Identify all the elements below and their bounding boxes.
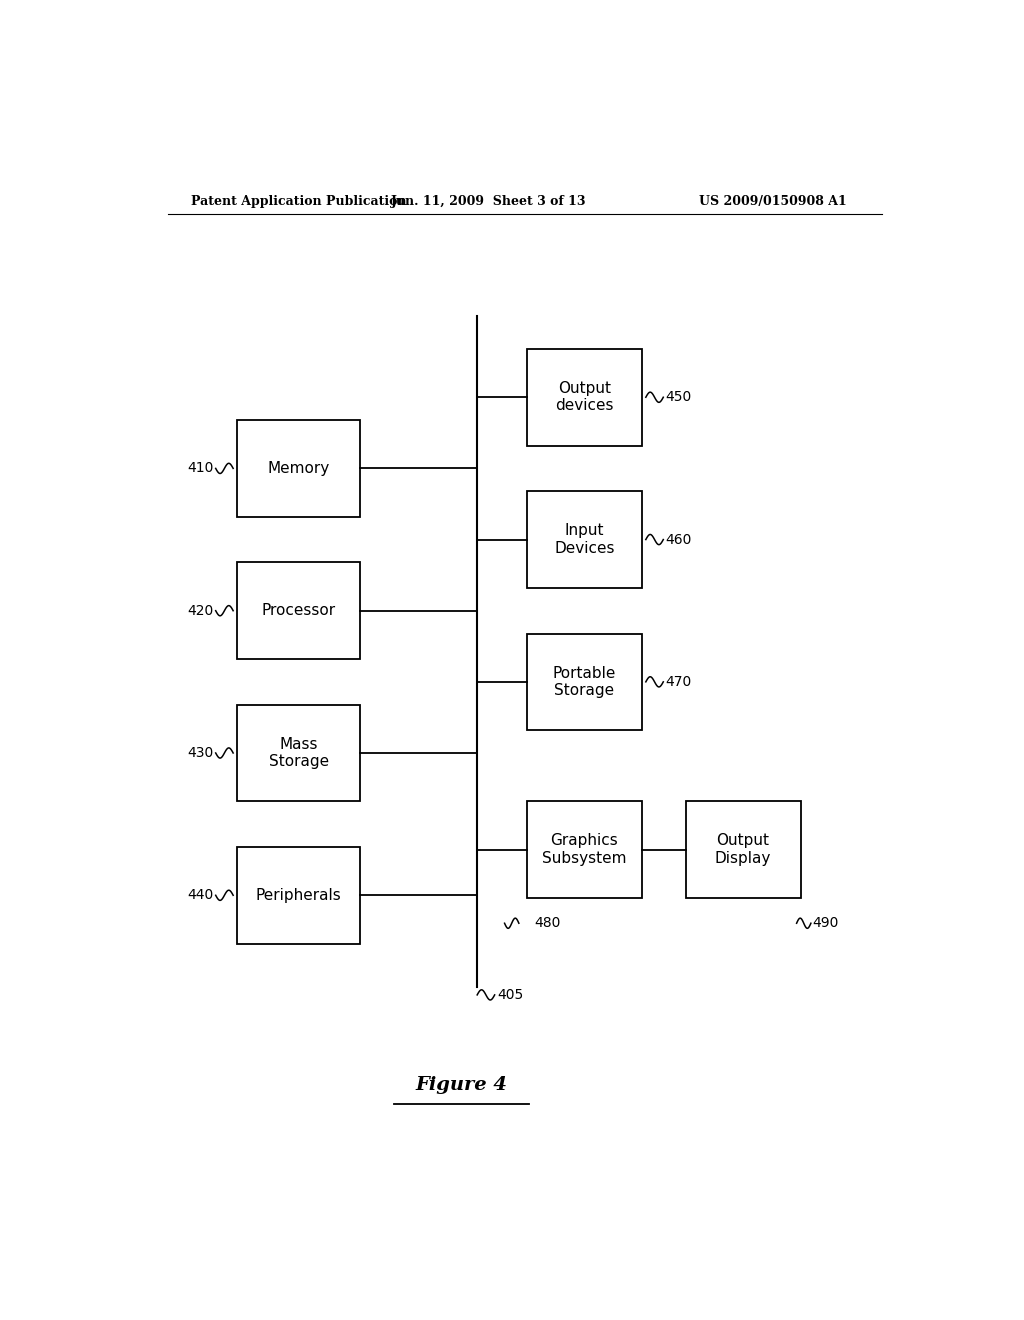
Bar (526, 634, 642, 730)
Text: Input
Devices: Input Devices (554, 523, 614, 556)
Text: Patent Application Publication: Patent Application Publication (191, 194, 407, 207)
Text: 460: 460 (666, 532, 692, 546)
Bar (526, 801, 642, 898)
Text: 420: 420 (187, 603, 213, 618)
Bar (238, 705, 360, 801)
Text: Figure 4: Figure 4 (416, 1076, 507, 1094)
Bar (238, 562, 360, 659)
Text: Portable
Storage: Portable Storage (553, 665, 616, 698)
Text: 450: 450 (666, 391, 692, 404)
Text: Graphics
Subsystem: Graphics Subsystem (542, 833, 627, 866)
Text: 410: 410 (187, 462, 213, 475)
Bar (526, 348, 642, 446)
Text: US 2009/0150908 A1: US 2009/0150908 A1 (699, 194, 847, 207)
Text: 470: 470 (666, 675, 692, 689)
Text: Memory: Memory (267, 461, 330, 477)
Text: 440: 440 (187, 888, 213, 903)
Text: 490: 490 (812, 916, 839, 931)
Bar (238, 847, 360, 944)
Text: 430: 430 (187, 746, 213, 760)
Text: 405: 405 (497, 987, 523, 1002)
Text: Peripherals: Peripherals (256, 888, 341, 903)
Text: 480: 480 (535, 916, 561, 931)
Text: Mass
Storage: Mass Storage (268, 737, 329, 770)
Text: Processor: Processor (261, 603, 336, 618)
Text: Jun. 11, 2009  Sheet 3 of 13: Jun. 11, 2009 Sheet 3 of 13 (391, 194, 587, 207)
Text: Output
devices: Output devices (555, 381, 613, 413)
Bar (685, 801, 801, 898)
Bar (526, 491, 642, 587)
Text: Output
Display: Output Display (715, 833, 771, 866)
Bar (238, 420, 360, 516)
